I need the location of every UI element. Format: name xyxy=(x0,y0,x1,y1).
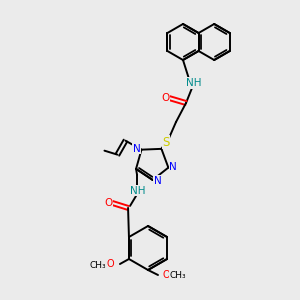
Text: N: N xyxy=(154,176,162,186)
Text: CH₃: CH₃ xyxy=(90,260,106,269)
Text: O: O xyxy=(162,270,170,280)
Text: N: N xyxy=(169,162,177,172)
Text: NH: NH xyxy=(130,186,146,196)
Text: NH: NH xyxy=(186,78,202,88)
Text: O: O xyxy=(161,93,169,103)
Text: O: O xyxy=(106,259,114,269)
Text: N: N xyxy=(133,144,140,154)
Text: O: O xyxy=(104,198,112,208)
Text: S: S xyxy=(162,136,170,148)
Text: CH₃: CH₃ xyxy=(170,272,186,280)
